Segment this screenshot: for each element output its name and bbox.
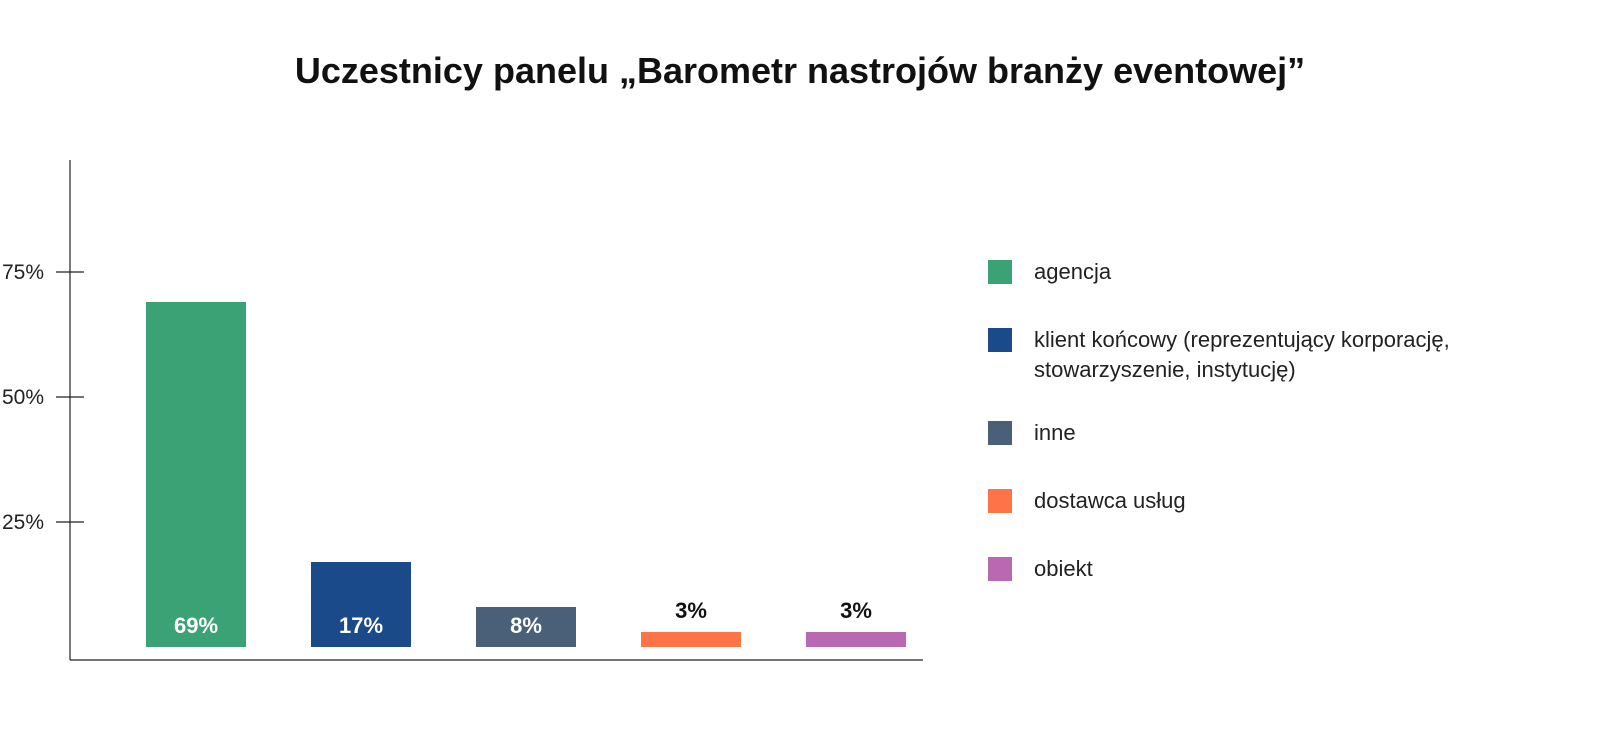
y-tick-label: 50% xyxy=(2,386,44,409)
chart-title: Uczestnicy panelu „Barometr nastrojów br… xyxy=(294,50,1306,91)
legend-swatch xyxy=(988,421,1012,445)
legend-swatch xyxy=(988,328,1012,352)
y-tick-label: 25% xyxy=(2,511,44,534)
bar-value-label: 8% xyxy=(510,613,542,638)
bar xyxy=(806,632,906,647)
legend-swatch xyxy=(988,260,1012,284)
y-tick-label: 75% xyxy=(2,261,44,284)
legend-label: dostawca usług xyxy=(1034,488,1186,513)
legend-item: obiekt xyxy=(988,556,1534,584)
bar-value-label: 69% xyxy=(174,613,218,638)
bar xyxy=(641,632,741,647)
bar-value-label: 17% xyxy=(339,613,383,638)
legend-item: dostawca usług xyxy=(988,488,1534,516)
bar xyxy=(146,302,246,647)
legend-swatch xyxy=(988,557,1012,581)
legend-item: klient końcowy (reprezentujący korporacj… xyxy=(988,327,1534,385)
legend-item: agencja xyxy=(988,259,1534,287)
bar xyxy=(476,607,576,647)
legend-label: obiekt xyxy=(1034,556,1093,581)
legend-label: klient końcowy (reprezentujący korporacj… xyxy=(1034,327,1450,382)
legend-label: agencja xyxy=(1034,259,1112,284)
legend-label: inne xyxy=(1034,420,1076,445)
bar xyxy=(311,562,411,647)
legend-item: inne xyxy=(988,420,1534,448)
bar-value-label: 3% xyxy=(840,598,872,623)
legend-swatch xyxy=(988,489,1012,513)
bar-value-label: 3% xyxy=(675,598,707,623)
legend: agencja klient końcowy (reprezentujący ko… xyxy=(988,0,1588,730)
